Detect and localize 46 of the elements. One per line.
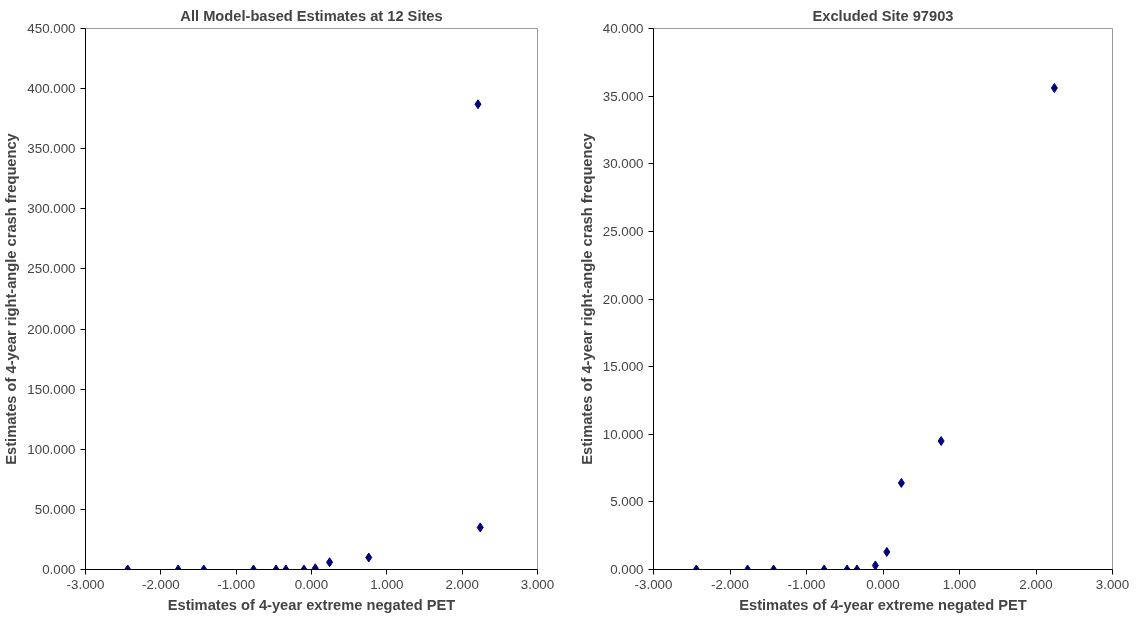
y-tick-label: 30.000	[602, 156, 644, 172]
y-tick-label: 400.000	[27, 81, 76, 97]
x-tick-label: 0.000	[866, 576, 900, 592]
point	[897, 477, 905, 488]
y-tick-label: 0.000	[42, 562, 76, 577]
point	[474, 99, 482, 110]
x-tick-label: -3.000	[66, 576, 105, 592]
chart-title: Excluded Site 97903	[812, 7, 954, 24]
x-tick-label: 1.000	[942, 576, 977, 592]
x-tick-label: 3.000	[1095, 576, 1130, 592]
point	[311, 563, 319, 570]
y-tick-label: 35.000	[602, 88, 644, 104]
point	[1050, 83, 1058, 94]
x-tick-label: -1.000	[217, 576, 256, 592]
x-tick-label: 0.000	[294, 576, 329, 592]
point	[937, 436, 945, 447]
x-tick-label: 2.000	[445, 576, 479, 592]
y-axis-title: Estimates of 4-year right-angle crash frequency	[3, 132, 20, 465]
y-tick-label: 300.000	[27, 201, 76, 217]
x-tick-label: -2.000	[711, 576, 749, 592]
y-tick-label: 40.000	[602, 21, 644, 36]
x-tick-label: -2.000	[141, 576, 180, 592]
y-tick-label: 150.000	[27, 381, 76, 397]
x-tick-label: -3.000	[634, 576, 673, 592]
x-axis-title: Estimates of 4-year extreme negated PET	[167, 596, 456, 613]
y-tick-label: 15.000	[602, 359, 644, 375]
x-tick-label: 2.000	[1019, 576, 1053, 592]
x-tick-label: -1.000	[787, 576, 826, 592]
y-axis-title: Estimates of 4-year right-angle crash frequency	[578, 132, 595, 465]
y-tick-label: 200.000	[27, 321, 76, 337]
y-tick-label: 50.000	[34, 501, 76, 517]
y-tick-label: 20.000	[602, 291, 644, 307]
y-tick-label: 10.000	[602, 426, 644, 442]
x-tick-label: 3.000	[520, 576, 555, 592]
y-tick-label: 100.000	[27, 441, 76, 457]
x-axis-title: Estimates of 4-year extreme negated PET	[739, 596, 1027, 613]
y-tick-label: 25.000	[602, 223, 644, 239]
y-tick-label: 350.000	[27, 141, 76, 157]
x-tick-label: 1.000	[370, 576, 404, 592]
y-tick-label: 5.000	[610, 494, 644, 510]
y-tick-label: 450.000	[27, 21, 76, 36]
y-tick-label: 0.000	[610, 562, 644, 577]
point	[871, 560, 879, 570]
y-tick-label: 250.000	[27, 261, 76, 277]
chart-title: All Model-based Estimates at 12 Sites	[180, 7, 443, 24]
point	[883, 546, 891, 557]
